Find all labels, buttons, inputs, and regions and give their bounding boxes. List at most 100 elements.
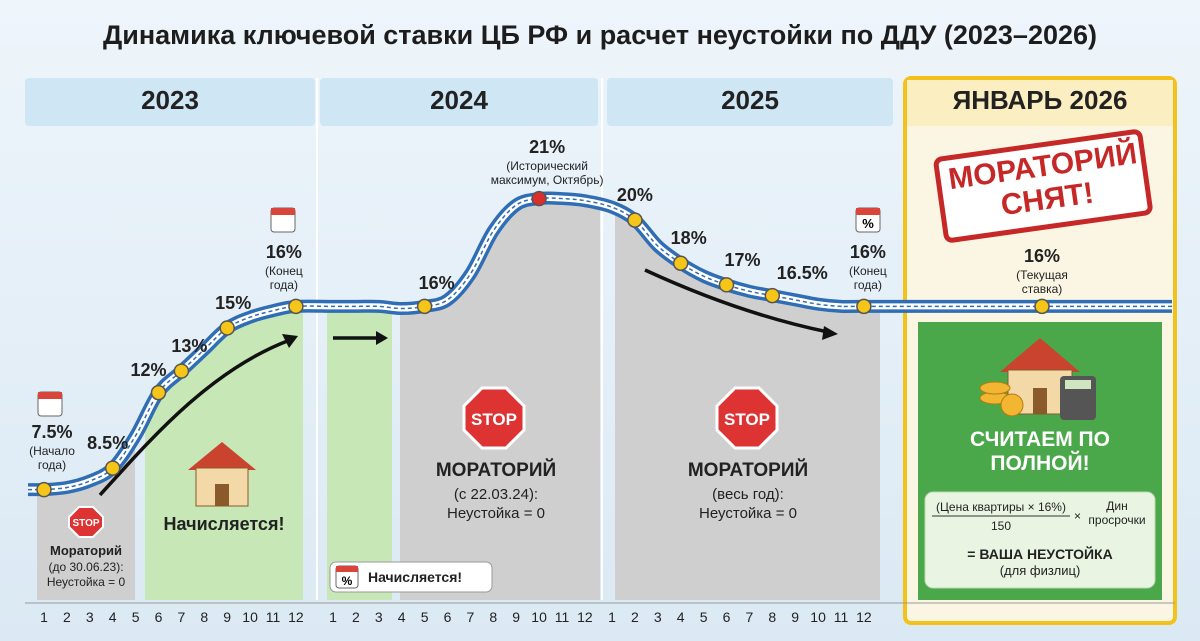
calendar-icon: % (37, 207, 881, 417)
data-point (627, 212, 643, 228)
calendar-badge: % (862, 216, 874, 231)
data-point (1034, 298, 1050, 315)
x-tick-label: 6 (154, 609, 163, 625)
zone-detail: (до 30.06.23): (48, 560, 124, 574)
money-icon (979, 338, 1096, 420)
x-tick-label: 5 (420, 609, 429, 625)
x-tick-label: 10 (531, 609, 547, 625)
year-header (607, 78, 893, 126)
calendar-top (271, 208, 295, 215)
x-tick-label: 4 (676, 609, 685, 625)
value-label-group: 16% (Конец года) (253, 242, 315, 292)
zone-detail: (весь год): (712, 486, 784, 503)
value-note: (Текущая ставка) (1016, 268, 1068, 297)
stop-text: STOP (471, 410, 517, 429)
arrow-head (282, 334, 298, 348)
x-tick-label: 7 (177, 609, 186, 625)
value-label-group: 20% (617, 185, 653, 206)
value-note: (Конец года) (264, 264, 303, 293)
x-tick-label: 12 (577, 609, 593, 625)
value-label: 17% (724, 249, 761, 270)
zone-title: Начисляется! (163, 514, 285, 534)
formula-result-note: (для физлиц) (999, 563, 1081, 578)
x-tick-label: 10 (242, 609, 258, 625)
formula-result: = ВАША НЕУСТОЙКА (967, 546, 1113, 562)
zone-title: МОРАТОРИЙ (687, 460, 809, 481)
data-point (219, 320, 235, 336)
arrow-heads (282, 326, 838, 348)
arrows (98, 268, 829, 497)
calendar-top (856, 208, 880, 215)
value-label: 15% (215, 292, 252, 313)
calendar-top (336, 566, 358, 572)
data-point (150, 384, 167, 401)
accrual-badge (329, 561, 493, 593)
headline: СЧИТАЕМ ПО ПОЛНОЙ! (970, 428, 1110, 476)
year-label: 2024 (430, 85, 488, 115)
x-tick-label: 11 (554, 609, 570, 625)
formula-denominator: 150 (990, 519, 1012, 533)
value-label-group: 16.5% (777, 263, 828, 284)
value-label: 16% (849, 242, 886, 263)
year-label: 2025 (721, 85, 779, 115)
x-tick-label: 3 (653, 609, 662, 625)
value-label-group: 13% (171, 336, 207, 357)
year-label: ЯНВАРЬ 2026 (952, 85, 1128, 115)
value-label: 21% (529, 136, 566, 157)
zone-moratorium (615, 197, 880, 600)
formula-numerator: (Цена квартиры × 16%) (936, 500, 1066, 514)
x-tick-label: 11 (265, 609, 281, 625)
value-label: 20% (616, 185, 653, 206)
calendar-badge: % (342, 574, 353, 588)
value-label-group: 16% (Конец года) (837, 242, 899, 292)
value-label: 18% (670, 228, 707, 249)
roof (188, 442, 256, 470)
value-label: 8.5% (87, 433, 129, 454)
stamp (933, 129, 1153, 243)
value-label-group: 21% (Исторический максимум, Октябрь) (482, 137, 612, 187)
x-tick-label: 7 (466, 609, 475, 625)
zone-note: Неустойка = 0 (46, 575, 126, 589)
x-tick-label: 9 (223, 609, 232, 625)
zone-note: Неустойка = 0 (699, 505, 797, 522)
zone-title: Мораторий (49, 543, 123, 558)
formula-factor: Дин просрочки (1088, 499, 1146, 527)
value-label-group: 7.5% (Начало года) (21, 422, 83, 472)
value-label: 13% (171, 336, 208, 357)
value-label: 7.5% (31, 421, 73, 442)
zone-accrual (327, 197, 392, 600)
line-center (28, 197, 1172, 491)
x-tick-label: 8 (200, 609, 209, 625)
title: Динамика ключевой ставки ЦБ РФ и расчет … (102, 20, 1098, 50)
coin (1000, 393, 1024, 417)
zone-detail: (с 22.03.24): (453, 486, 539, 503)
door (1033, 388, 1047, 414)
year-header (25, 78, 315, 126)
x-tick-label: 3 (374, 609, 383, 625)
x-tick-label: 1 (40, 609, 48, 625)
house-icon (188, 442, 256, 507)
x-tick-label: 4 (397, 609, 406, 625)
value-label: 16.5% (776, 262, 828, 283)
arrow-head (822, 326, 838, 340)
coin (979, 381, 1011, 395)
arrow-head (376, 331, 388, 345)
x-tick-label: 2 (630, 609, 639, 625)
x-tick-label: 2 (62, 609, 71, 625)
x-tick-label: 1 (608, 609, 616, 625)
value-label-group: 12% (130, 360, 166, 381)
x-tick-label: 5 (131, 609, 140, 625)
data-point (764, 287, 781, 304)
data-point (288, 298, 304, 315)
arrow (98, 338, 291, 497)
x-tick-label: 6 (443, 609, 452, 625)
x-tick-label: 9 (512, 609, 521, 625)
calendar-top (38, 392, 62, 399)
value-label: 16% (1023, 246, 1061, 267)
octagon (462, 386, 526, 450)
x-tick-label: 12 (856, 609, 872, 625)
x-tick-label: 2 (351, 609, 360, 625)
stop-text: STOP (724, 410, 770, 429)
